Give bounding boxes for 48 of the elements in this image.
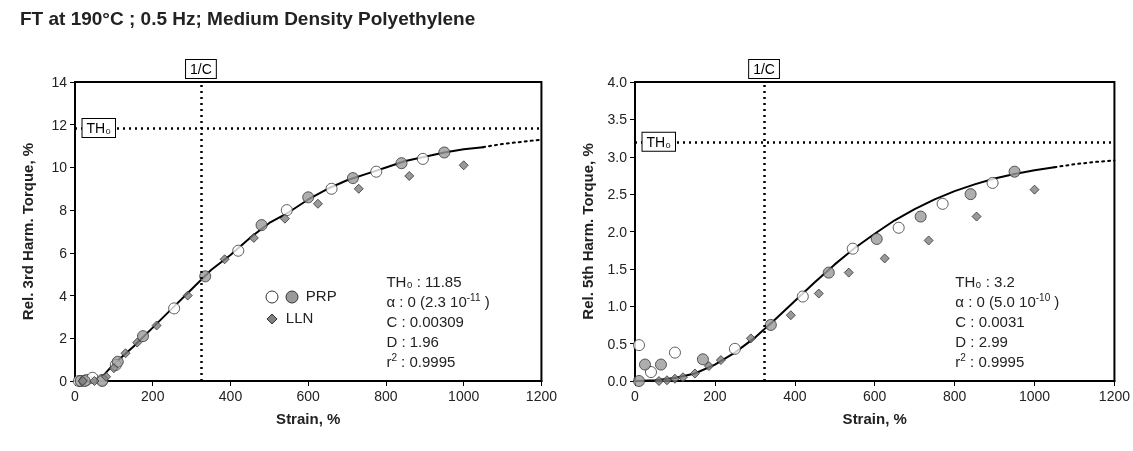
ref-line-label: TH₀ (86, 119, 112, 136)
x-tick-label: 200 (703, 388, 727, 404)
y-axis-title: Rel. 3rd Harm. Torque, % (19, 142, 36, 321)
annotation: D : 2.99 (955, 333, 1008, 350)
y-tick-label: 10 (51, 159, 68, 176)
y-tick-label: 3.0 (607, 148, 628, 165)
y-tick-label: 8 (59, 202, 68, 219)
x-tick-label: 800 (374, 388, 398, 404)
x-tick-label: 600 (296, 388, 321, 404)
y-tick-label: 2.5 (607, 186, 628, 203)
y-tick-label: 0 (59, 373, 68, 389)
x-axis-title: Strain, % (276, 410, 341, 427)
ref-line-label: 1/C (190, 61, 212, 77)
ref-line-label: 1/C (753, 61, 775, 77)
x-tick-label: 1000 (448, 388, 480, 404)
x-tick-label: 200 (141, 388, 165, 404)
x-axis-title: Strain, % (842, 410, 907, 427)
x-tick-label: 800 (942, 388, 967, 404)
y-tick-label: 0.0 (607, 373, 628, 389)
y-tick-label: 4.0 (607, 74, 628, 90)
annotation: TH₀ : 11.85 (386, 273, 462, 290)
chart-title: FT at 190°C ; 0.5 Hz; Medium Density Polyethylene (20, 8, 476, 30)
annotation: D : 1.96 (386, 333, 439, 350)
y-tick-label: 1.5 (607, 260, 628, 277)
y-tick-label: 0.5 (607, 335, 628, 352)
x-tick-label: 400 (783, 388, 807, 404)
x-tick-label: 400 (218, 388, 243, 404)
x-tick-label: 1000 (1018, 388, 1051, 404)
legend-label: LLN (285, 309, 314, 327)
y-tick-label: 3.5 (607, 111, 628, 128)
annotation: C : 0.00309 (386, 313, 464, 330)
y-axis-title: Rel. 5th Harm. Torque, % (579, 143, 596, 320)
y-tick-label: 6 (59, 244, 68, 261)
y-tick-label: 12 (51, 116, 68, 133)
annotation: TH₀ : 3.2 (955, 273, 1015, 290)
y-tick-label: 4 (59, 287, 68, 304)
ref-line-label: TH₀ (646, 133, 672, 150)
annotation: C : 0.0031 (955, 313, 1025, 330)
y-tick-label: 2.0 (607, 223, 628, 240)
y-tick-label: 2 (59, 330, 68, 347)
y-tick-label: 14 (51, 74, 68, 90)
y-tick-label: 1.0 (607, 298, 628, 315)
x-tick-label: 1200 (1098, 388, 1131, 404)
x-tick-label: 0 (631, 388, 640, 404)
x-tick-label: 1200 (525, 388, 558, 404)
x-tick-label: 0 (71, 388, 80, 404)
legend-label: PRP (305, 287, 337, 305)
x-tick-label: 600 (863, 388, 887, 404)
